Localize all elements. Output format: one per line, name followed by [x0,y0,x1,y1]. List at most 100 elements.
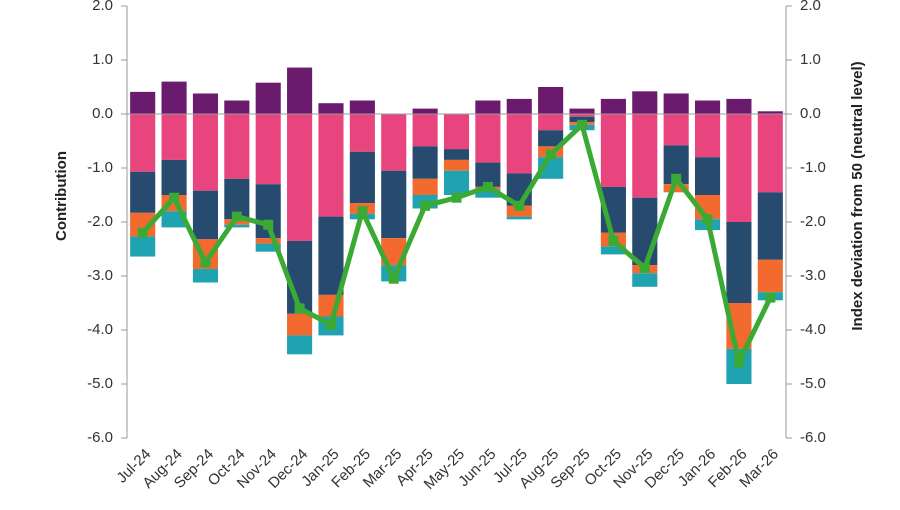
bar-segment [287,67,313,114]
bar-segment [255,82,281,114]
bar-segment [192,268,219,283]
bar-segment [287,114,313,241]
line-marker [482,181,493,192]
bar-segment [381,170,407,239]
bar-segment [255,114,281,185]
bar-segment [224,219,250,225]
bar-segment [412,146,438,179]
bar-segment [161,159,187,195]
bar-segment [694,157,721,195]
bar-segment [318,114,344,217]
line-marker [388,273,399,284]
bar-segment [569,114,595,117]
bar-segment [349,114,375,152]
bar-segment [255,243,281,252]
y-tick-label: -3.0 [87,267,113,284]
bar-segment [443,159,470,171]
bar-segment [130,171,156,213]
y2-tick-label: -6.0 [800,429,826,446]
bar-segment [663,93,689,114]
bar-segment [349,151,375,204]
y2-axis-label: Index deviation from 50 (neutral level) [849,61,866,330]
y-tick-label: -5.0 [87,375,113,392]
bar-segment [412,114,438,147]
bar-segment [130,114,156,172]
bar-segment [538,130,564,147]
y2-tick-label: 2.0 [800,0,821,14]
bar-segment [381,114,407,171]
line-marker [325,319,336,330]
bar-segment [192,190,219,240]
bar-segment [694,100,721,114]
line-marker [608,235,619,246]
y2-tick-label: -2.0 [800,213,826,230]
bar-segment [663,184,689,193]
y-tick-label: -4.0 [87,321,113,338]
y-tick-label: 2.0 [92,0,113,14]
bar-segment [600,246,626,255]
bar-segment [349,100,375,114]
line-marker [294,303,305,314]
line-marker [765,292,776,303]
bar-segment [412,178,438,195]
bar-segment [443,170,470,195]
bar-segment [287,335,313,355]
bar-segment [538,87,564,114]
bar-segment [161,81,187,114]
y2-tick-label: -4.0 [800,321,826,338]
bar-segment [130,91,156,114]
line-marker [733,357,744,368]
bar-segment [475,189,501,198]
line-marker [263,219,274,230]
bar-segment [600,98,626,114]
line-marker [420,200,431,211]
bar-segment [224,100,250,114]
y-tick-label: -6.0 [87,429,113,446]
bar-segment [569,108,595,114]
bar-segment [443,114,470,150]
bar-segment [569,116,595,123]
y2-tick-label: -1.0 [800,159,826,176]
bar-segment [757,114,783,193]
bar-segment [255,238,281,244]
bar-segment [506,114,532,174]
bar-segment [443,149,470,160]
line-marker [451,192,462,203]
bar-segment [757,192,783,260]
line-marker [671,173,682,184]
bar-segment [663,114,689,146]
bar-segment [632,114,658,198]
line-marker [545,149,556,160]
bar-segment [192,93,219,114]
line-marker [137,227,148,238]
line-marker [514,200,525,211]
bar-segment [506,98,532,114]
bar-segment [632,91,658,114]
bar-segment [287,313,313,336]
bar-segment [318,103,344,114]
bar-segment [475,100,501,114]
bar-segment [538,114,564,131]
y-tick-label: 0.0 [92,105,113,122]
bar-segment [224,114,250,179]
y2-tick-label: -3.0 [800,267,826,284]
line-marker [577,119,588,130]
y-tick-label: -2.0 [87,213,113,230]
line-marker [357,206,368,217]
bar-segment [726,98,752,114]
bar-segment [726,114,752,222]
y2-tick-label: -5.0 [800,375,826,392]
bar-segment [506,205,532,217]
line-marker [169,192,180,203]
bar-segment [632,273,658,287]
bar-segment [757,259,783,293]
bar-segment [632,197,658,266]
bar-segment [130,212,156,237]
bar-segment [161,114,187,160]
bar-segment [506,216,532,220]
line-marker [200,257,211,268]
bar-segment [757,111,783,114]
line-marker [702,214,713,225]
y2-tick-label: 1.0 [800,51,821,68]
